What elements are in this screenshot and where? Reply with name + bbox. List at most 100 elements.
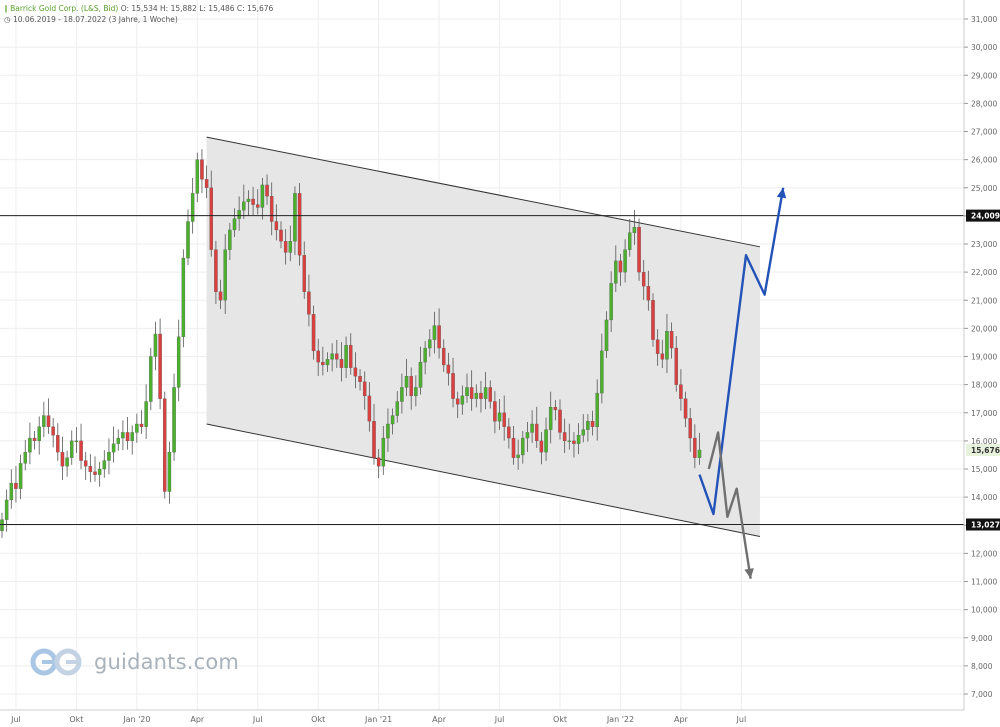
candle-body [255, 204, 260, 208]
candle [260, 177, 265, 220]
candle-body [390, 415, 395, 425]
candle [339, 342, 344, 382]
candle-body [88, 466, 93, 472]
x-tick-label: Okt [553, 715, 567, 724]
candle [209, 170, 213, 257]
x-tick-label: Jan '21 [364, 715, 392, 724]
candle [502, 395, 506, 441]
candle [465, 373, 469, 403]
y-tick-label: 10,000 [971, 606, 997, 615]
candle [293, 186, 297, 255]
candle [688, 407, 692, 452]
candle-body [232, 218, 237, 231]
candle-body [46, 415, 51, 427]
candle-body [190, 193, 195, 222]
candle-body [116, 437, 121, 444]
candle-body [641, 271, 646, 287]
candle [628, 218, 632, 257]
candle [590, 410, 595, 436]
candle [600, 333, 604, 404]
candle [525, 422, 530, 452]
candle-body [293, 193, 297, 242]
reference-price-label-box [966, 209, 1000, 222]
y-tick-label: 29,000 [971, 71, 997, 80]
candle [37, 416, 41, 455]
candle [614, 245, 618, 293]
candle-body [474, 392, 479, 399]
candle-body [70, 440, 74, 458]
candle [316, 338, 320, 376]
y-tick-label: 19,000 [971, 353, 997, 362]
candle-body [186, 221, 190, 259]
candle-body [562, 432, 567, 442]
last-price-label: 15,676 [971, 446, 1000, 455]
candle [437, 308, 441, 359]
candle [302, 241, 306, 299]
bearish-scenario-arrow-arrowhead [744, 568, 754, 579]
candle [581, 414, 586, 443]
candle-body [693, 437, 697, 458]
candle [372, 404, 376, 465]
candle-body [507, 426, 511, 439]
candle-body [228, 229, 232, 250]
candle-body [581, 429, 586, 436]
candle [251, 186, 255, 216]
candle [539, 432, 544, 465]
candle [530, 410, 534, 443]
candle-body [325, 359, 330, 366]
candle-body [423, 347, 427, 363]
candle-body [60, 451, 65, 467]
candle [186, 209, 190, 266]
instrument-name: Barrick Gold Corp. (L&S, Bid) [10, 4, 119, 13]
y-tick-label: 14,000 [971, 493, 997, 502]
candle-body [302, 255, 306, 292]
x-axis: Jul Okt Jan '20 Apr Jul Okt Jan '21 Apr Jul Okt Ja… [0, 709, 964, 724]
candle [283, 229, 288, 265]
candle [679, 369, 683, 411]
x-tick-label: Apr [432, 715, 447, 724]
candle [93, 456, 97, 482]
candle-body [628, 232, 632, 250]
candle [381, 425, 386, 475]
candle [214, 240, 218, 304]
candle [335, 339, 339, 369]
candle [493, 391, 497, 434]
candle-body [214, 249, 218, 292]
y-tick-label: 27,000 [971, 128, 997, 137]
candle [288, 225, 293, 262]
candle-body [269, 196, 274, 222]
candle-body [516, 454, 520, 458]
candle-body [107, 451, 111, 461]
candle-body [409, 376, 413, 397]
candle [409, 367, 413, 410]
candle-body [251, 198, 255, 205]
candle-body [558, 409, 562, 433]
candle-body [102, 460, 107, 470]
instrument-header: ∥ Barrick Gold Corp. (L&S, Bid) O: 15,53… [4, 4, 273, 13]
candle [116, 429, 121, 451]
candle [228, 222, 232, 261]
channel-lower-line [206, 423, 761, 537]
x-tick-label: Jan '20 [122, 715, 150, 724]
candle-body [367, 395, 372, 422]
candle-body [623, 249, 627, 273]
candle-body [260, 184, 265, 208]
candle-body [242, 201, 246, 211]
candle [623, 239, 627, 283]
candle [102, 450, 107, 478]
candle-body [348, 345, 353, 368]
candle-body [372, 421, 376, 458]
candle [237, 196, 241, 231]
y-tick-label: 30,000 [971, 43, 997, 52]
candle [451, 357, 455, 408]
candle-body [637, 226, 641, 273]
date-range-header: ◷ 10.06.2019 - 18.07.2022 (3 Jahre, 1 Wo… [4, 15, 178, 24]
candle-body [567, 440, 572, 443]
candle-body [414, 387, 418, 397]
candle [144, 384, 148, 439]
bullish-scenario-arrow-arrowhead [776, 187, 787, 199]
candle-body [139, 423, 144, 427]
candle [190, 177, 195, 234]
candle-body [274, 221, 279, 231]
